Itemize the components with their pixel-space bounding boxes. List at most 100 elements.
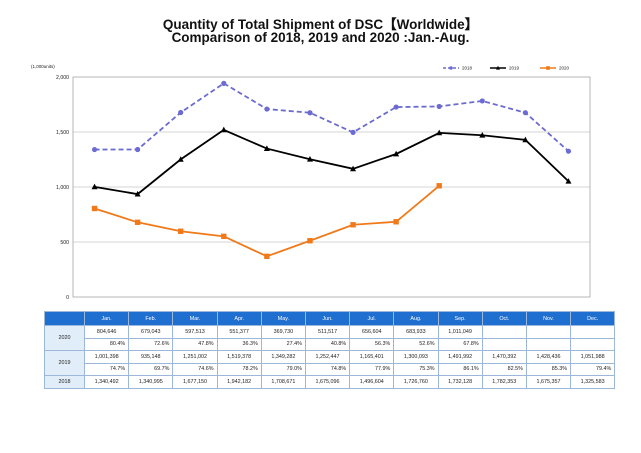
table-cell-value: 1,519,378 [216, 350, 262, 364]
table-cell-value: 1,496,604 [349, 375, 395, 389]
table-cell-value: 511,517 [304, 325, 351, 339]
table-cell-value: 1,470,392 [481, 350, 527, 364]
data-table: Jan. Feb. Mar. Apr. May. Jun. Jul. Aug. Sep. Oct.… [44, 311, 616, 389]
column-header: Apr. [216, 311, 262, 326]
data-point-2018 [479, 98, 485, 104]
series-line-2020 [94, 185, 440, 258]
data-point-2018 [522, 110, 528, 116]
table-cell-value: 1,349,282 [260, 350, 306, 364]
table-cell-value [525, 325, 572, 339]
data-point-2020 [134, 219, 141, 226]
data-point-2020 [264, 253, 270, 260]
data-point-2018 [221, 80, 227, 86]
y-tick-label: 1,500 [56, 130, 69, 136]
legend-marker-2020 [546, 66, 550, 70]
table-cell-value: 1,732,128 [437, 375, 483, 389]
data-point-2019 [522, 136, 529, 143]
table-cell-value: 1,251,002 [172, 350, 218, 364]
legend-label-2018: 2018 [462, 66, 473, 71]
table-cell-value: 1,051,988 [570, 350, 616, 364]
table-cell-percent: 67.8% [437, 337, 483, 351]
table-cell-value: 1,782,353 [481, 375, 527, 389]
column-header: Mar. [172, 311, 218, 326]
table-cell-percent: 27.4% [260, 337, 306, 351]
data-point-2018 [264, 106, 270, 112]
column-header: Aug. [393, 311, 439, 326]
data-point-2018 [135, 146, 141, 153]
table-cell-percent [525, 337, 572, 351]
table-cell-percent: 75.3% [393, 362, 439, 376]
table-cell-value: 1,340,995 [128, 375, 174, 389]
table-cell-value: 1,428,436 [525, 350, 572, 364]
data-point-2019 [350, 165, 357, 172]
data-point-2020 [393, 219, 399, 225]
data-point-2018 [91, 146, 98, 153]
row-year-label: 2020 [44, 325, 85, 351]
column-header: May. [260, 311, 306, 326]
chart-title-line2: Comparison of 2018, 2019 and 2020 :Jan.-… [171, 30, 470, 45]
column-header: Jun. [304, 311, 351, 326]
table-row: 2018 1,340,492 1,340,995 1,677,150 1,942,182… [44, 375, 616, 389]
data-point-2018 [393, 104, 399, 110]
table-row-percent: 80.4% 72.6% 47.8% 36.3% 27.4% 40.8% 56.3% 52.6%… [45, 337, 616, 351]
table-row: 2020 804,646 679,043 597,513 551,377 369,730 5… [44, 325, 616, 351]
column-header: Oct. [481, 311, 527, 326]
header-corner [44, 311, 85, 326]
table-cell-value [570, 325, 616, 339]
data-point-2020 [91, 205, 98, 212]
data-point-2020 [436, 183, 442, 189]
data-point-2020 [307, 238, 313, 244]
table-cell-percent: 72.6% [128, 337, 174, 351]
legend-label-2020: 2020 [559, 66, 570, 71]
y-tick-label: 1,000 [56, 185, 69, 191]
series-line-2018 [94, 82, 570, 152]
table-cell-percent: 80.4% [83, 337, 130, 351]
table-cell-percent: 47.8% [172, 337, 218, 351]
table-row-percent: 74.7% 69.7% 74.6% 78.2% 79.0% 74.8% 77.9% 75.3%… [45, 362, 616, 376]
y-tick-label: 0 [66, 295, 69, 301]
data-point-2020 [350, 222, 356, 228]
table-cell-value: 369,730 [260, 325, 306, 339]
table-cell-value: 935,148 [128, 350, 174, 364]
table-cell-value: 1,300,093 [393, 350, 439, 364]
table-cell-percent [570, 337, 616, 351]
table-cell-value: 1,726,760 [393, 375, 439, 389]
legend-marker-2019 [496, 65, 500, 70]
table-cell-percent: 36.3% [216, 337, 262, 351]
column-header: Sep. [437, 311, 483, 326]
table-cell-value: 1,165,401 [349, 350, 395, 364]
data-point-2019 [220, 126, 227, 133]
table-cell-value: 1,708,671 [260, 375, 306, 389]
table-cell-value: 1,340,492 [83, 375, 130, 389]
column-header: Dec. [570, 311, 616, 326]
data-point-2019 [91, 183, 98, 190]
table-cell-percent: 79.4% [570, 362, 616, 376]
table-cell-percent: 74.6% [172, 362, 218, 376]
data-point-2019 [393, 150, 400, 157]
table-cell-value: 1,675,357 [525, 375, 572, 389]
table-cell-percent: 52.6% [393, 337, 439, 351]
data-point-2018 [307, 110, 313, 116]
table-cell-value: 597,513 [172, 325, 218, 339]
table-cell-percent: 78.2% [216, 362, 262, 376]
column-header: Jan. [83, 311, 130, 326]
series-line-2019 [94, 128, 570, 196]
table-cell-percent: 56.3% [349, 337, 395, 351]
table-cell-value: 1,675,096 [304, 375, 351, 389]
table-cell-percent: 69.7% [128, 362, 174, 376]
chart-title-line1: Quantity of Total Shipment of DSC【Worldw… [162, 17, 479, 32]
table-cell-percent: 79.0% [260, 362, 306, 376]
table-cell-percent: 82.5% [481, 362, 527, 376]
table-cell-value: 1,677,150 [172, 375, 218, 389]
table-cell-value: 1,942,182 [216, 375, 262, 389]
data-point-2018 [178, 109, 184, 116]
table-cell-percent [481, 337, 527, 351]
table-cell-value: 804,646 [83, 325, 130, 339]
table-cell-value: 1,491,992 [437, 350, 483, 364]
table-cell-value: 679,043 [128, 325, 174, 339]
table-cell-percent: 86.1% [437, 362, 483, 376]
table-cell-value: 1,011,049 [437, 325, 483, 339]
row-year-label: 2018 [44, 375, 85, 389]
data-point-2018 [565, 148, 572, 154]
table-cell-percent: 85.3% [525, 362, 572, 376]
